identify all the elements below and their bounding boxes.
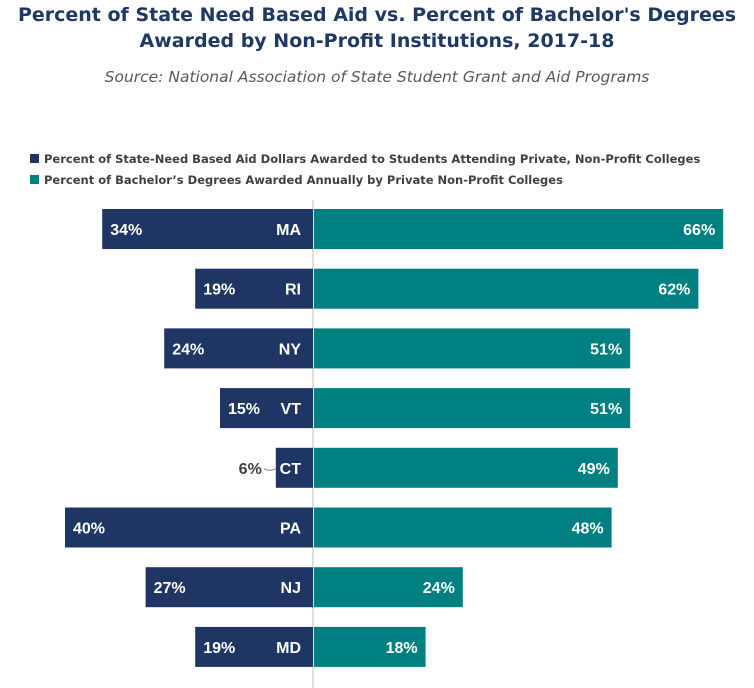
value-label-degrees-pa: 48% [572,521,604,538]
legend-item-degrees: Percent of Bachelor’s Degrees Awarded An… [30,169,700,190]
legend-swatch-degrees [30,175,39,184]
bar-state-aid-md [195,626,313,667]
category-label-ct: CT [280,461,302,478]
bar-degrees-ny [314,328,631,369]
value-label-state-aid-nj: 27% [154,580,186,597]
value-label-degrees-ct: 49% [578,461,610,478]
value-label-state-aid-vt: 15% [228,401,260,418]
bar-state-aid-pa [65,507,313,548]
chart-title-line-1: Percent of State Need Based Aid vs. Perc… [17,4,737,26]
value-label-degrees-ny: 51% [590,341,622,358]
chart-title: Percent of State Need Based Aid vs. Perc… [0,2,754,54]
value-label-degrees-ma: 66% [683,222,715,239]
value-label-state-aid-ct: 6% [239,461,262,478]
bar-state-aid-ri [195,268,313,309]
bar-degrees-nj [314,567,463,608]
value-label-state-aid-md: 19% [203,640,235,657]
value-label-state-aid-ma: 34% [110,222,142,239]
bar-degrees-ma [314,209,724,249]
bar-state-aid-ny [164,328,313,369]
bar-degrees-ri [314,268,699,309]
category-label-ri: RI [285,282,301,299]
value-label-degrees-vt: 51% [590,401,622,418]
chart-subtitle: Source: National Association of State St… [104,68,650,86]
legend-label-state-aid: Percent of State-Need Based Aid Dollars … [44,151,701,166]
chart-legend: Percent of State-Need Based Aid Dollars … [30,148,700,190]
value-label-state-aid-ri: 19% [203,282,235,299]
category-label-ny: NY [279,341,302,358]
category-label-ma: MA [276,222,301,239]
value-label-state-aid-ny: 24% [172,341,204,358]
bar-degrees-md [314,626,426,667]
category-label-vt: VT [281,401,302,418]
value-label-degrees-nj: 24% [423,580,455,597]
legend-item-state-aid: Percent of State-Need Based Aid Dollars … [30,148,700,169]
value-label-state-aid-pa: 40% [73,521,105,538]
category-label-nj: NJ [281,580,301,597]
legend-label-degrees: Percent of Bachelor’s Degrees Awarded An… [44,172,563,187]
chart-title-line-2: Awarded by Non-Profit Institutions, 2017… [139,30,615,52]
bar-degrees-ct [314,447,618,488]
category-label-md: MD [276,640,301,657]
bar-state-aid-vt [220,388,313,429]
bar-state-aid-ct [275,447,313,488]
leader-line-ct [263,468,276,471]
bar-degrees-vt [314,388,631,429]
category-label-pa: PA [280,521,301,538]
bar-degrees-pa [314,507,612,548]
bar-state-aid-nj [145,567,313,608]
bar-state-aid-ma [102,209,313,249]
value-label-degrees-md: 18% [386,640,418,657]
legend-swatch-state-aid [30,154,39,163]
value-label-degrees-ri: 62% [658,282,690,299]
